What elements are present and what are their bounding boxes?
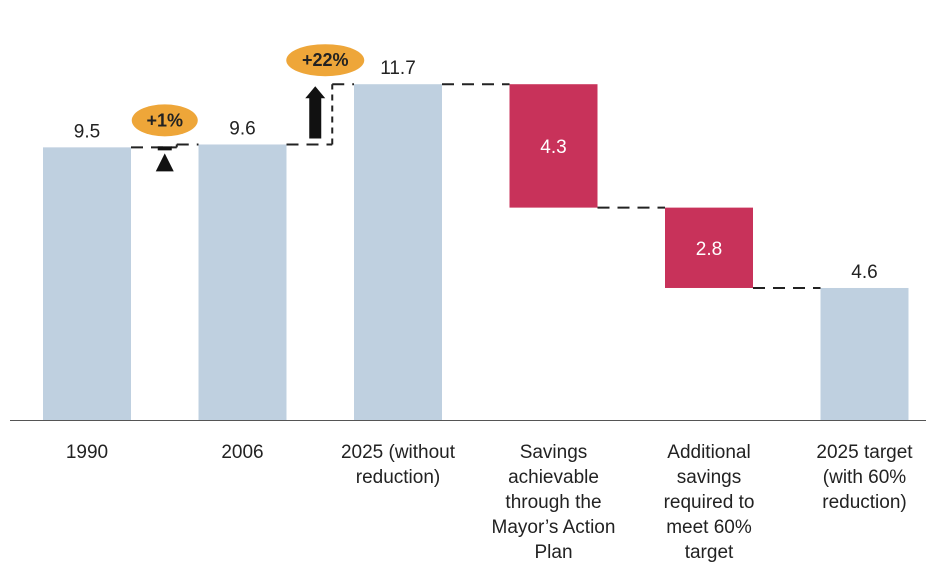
data-label: 11.7	[380, 58, 416, 79]
arrow-cap	[157, 146, 172, 151]
tick-label: 1990	[66, 442, 108, 463]
bar-2	[354, 84, 442, 421]
up-arrow-icon	[155, 153, 174, 172]
data-label: 9.5	[74, 121, 100, 142]
tick-label: Savings achievable through the Mayor’s Acti…	[492, 442, 616, 563]
tick-label: Additional savings required to meet 60% targ…	[664, 442, 755, 563]
tick-label: 2006	[221, 442, 263, 463]
bar-3	[509, 84, 598, 208]
data-label: 4.3	[540, 137, 566, 158]
bar-5	[820, 287, 909, 420]
change-badge	[286, 44, 365, 77]
bar-4	[665, 207, 753, 288]
tick-label: 2025 target (with 60% reduction)	[816, 442, 913, 513]
change-badge	[131, 104, 198, 137]
change-label: +1%	[146, 110, 183, 130]
up-arrow-icon	[305, 86, 326, 139]
data-label: 4.6	[851, 262, 877, 283]
bar-0	[43, 147, 131, 420]
data-label: 9.6	[229, 118, 255, 139]
data-label: 2.8	[696, 239, 722, 260]
bar-1	[198, 144, 287, 421]
change-label: +22%	[302, 50, 349, 70]
tick-label: 2025 (without reduction)	[341, 442, 456, 488]
